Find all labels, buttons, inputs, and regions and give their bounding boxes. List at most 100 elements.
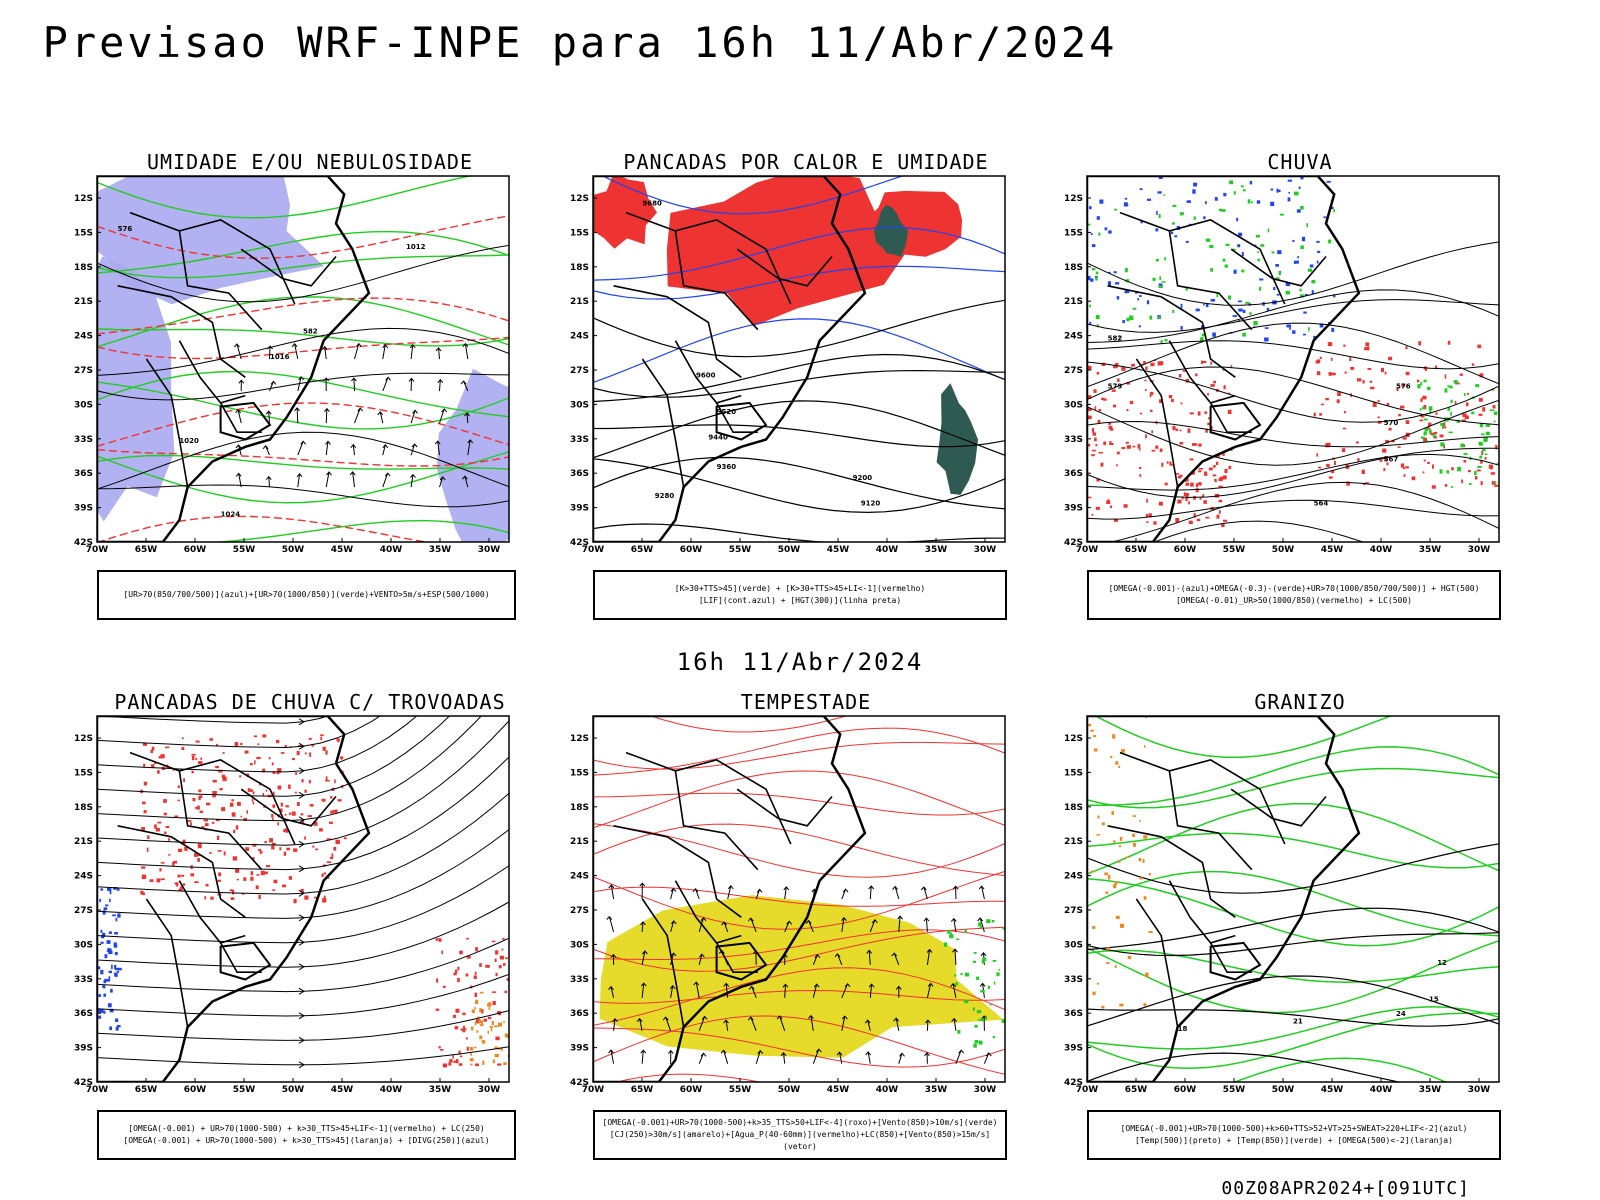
divergence-area	[99, 898, 101, 903]
state-border	[117, 285, 246, 378]
wind-vector	[325, 440, 331, 456]
omega-area	[1096, 216, 1100, 220]
rain-area	[1103, 441, 1107, 446]
lat-tick-label: 30S	[1064, 400, 1083, 410]
omega-strong-area	[1158, 285, 1163, 288]
rain-area	[1219, 510, 1221, 514]
wind850-vector	[924, 1052, 930, 1064]
streamline-lc250	[97, 973, 509, 1017]
omega500-area	[1118, 845, 1121, 848]
omega500-area	[1105, 962, 1110, 964]
thunderstorm-area	[343, 837, 347, 840]
rain-area	[1195, 483, 1199, 488]
omega-area	[1249, 180, 1253, 185]
wind-vector	[354, 407, 364, 424]
wind850-vector	[723, 1019, 729, 1031]
rain-area	[1094, 437, 1097, 442]
rain-area	[1386, 462, 1389, 466]
rain-area	[1139, 447, 1141, 451]
omega-area	[1286, 324, 1291, 328]
thunderstorm-area	[182, 839, 186, 845]
thunderstorm-area	[219, 788, 223, 791]
wind850-vector	[865, 1051, 871, 1064]
wind-vector	[297, 376, 304, 392]
wind-vector	[382, 344, 389, 360]
state-border	[1135, 898, 1179, 1028]
hgt500-contour	[1109, 481, 1499, 542]
thunderstorm-area	[178, 848, 183, 852]
lon-tick-label: 60W	[184, 545, 207, 555]
lon-tick-label: 55W	[233, 545, 256, 555]
stream-arrow	[298, 1036, 305, 1044]
state-border	[145, 358, 189, 488]
omega-strong-area	[1185, 288, 1188, 291]
lat-tick-label: 39S	[570, 504, 589, 514]
rain-area	[1188, 520, 1193, 525]
wind850-strong-area	[955, 982, 958, 986]
rain-area	[1388, 427, 1392, 431]
thunderstorm-area	[272, 817, 274, 821]
rain-area	[1363, 483, 1366, 485]
state-border	[1107, 285, 1236, 378]
omega500-area	[1097, 815, 1100, 819]
omega500-area	[1118, 860, 1121, 863]
divergence-area	[114, 932, 118, 935]
rain-area	[1091, 513, 1094, 516]
lon-tick-label: 45W	[827, 1085, 850, 1095]
omega500-area	[1092, 926, 1096, 929]
humidity-lower-contour	[97, 451, 509, 504]
wind850-vector	[955, 1049, 965, 1064]
thunderstorm-area	[488, 1016, 492, 1020]
thunderstorm-area	[206, 802, 211, 806]
thunderstorm-area	[155, 827, 160, 832]
lon-tick-label: 40W	[380, 545, 403, 555]
wind-vector	[234, 343, 242, 360]
lat-tick-label: 15S	[74, 768, 93, 778]
convection-area	[469, 1047, 474, 1051]
omega500-area	[1113, 840, 1116, 843]
rain-area	[1343, 344, 1346, 347]
rain-area	[1189, 458, 1194, 461]
rain-area	[1315, 360, 1320, 364]
thunderstorm-area	[143, 763, 146, 767]
state-border	[715, 402, 758, 433]
omega-strong-area	[1422, 406, 1425, 410]
thunderstorm-area	[273, 879, 278, 884]
omega-area	[1238, 232, 1243, 237]
wind-vector	[265, 410, 272, 424]
lon-tick-label: 35W	[925, 545, 948, 555]
wind-vector	[467, 439, 474, 456]
omega500-area	[1115, 761, 1119, 765]
rain-area	[1373, 401, 1376, 405]
omega-strong-area	[1429, 429, 1432, 434]
rain-area	[1484, 457, 1487, 460]
rain-area	[1422, 471, 1425, 474]
thunderstorm-area	[300, 888, 304, 893]
stream-arrow	[298, 742, 305, 750]
rain-area	[1218, 485, 1223, 488]
thunderstorm-area	[209, 738, 213, 741]
divergence-area	[108, 976, 111, 980]
omega-strong-area	[1432, 434, 1436, 438]
thunderstorm-area	[150, 749, 153, 754]
thunderstorm-area	[462, 1028, 466, 1033]
omega-strong-area	[1439, 469, 1443, 474]
omega-strong-area	[1475, 384, 1480, 388]
rain-area	[1126, 445, 1131, 449]
wind850-vector	[698, 953, 705, 966]
divergence-area	[117, 887, 120, 891]
omega-area	[1113, 271, 1117, 274]
omega-strong-area	[1493, 482, 1497, 484]
lat-tick-label: 15S	[570, 228, 589, 238]
wind850-vector	[866, 949, 873, 965]
omega-area	[1122, 320, 1125, 324]
rain-area	[1411, 476, 1416, 481]
rain-area	[1095, 506, 1100, 510]
wind-vector	[408, 377, 415, 392]
omega500-area	[1110, 755, 1113, 758]
thunderstorm-area	[198, 796, 201, 801]
rain-area	[1350, 367, 1355, 370]
divergence-area	[103, 1010, 106, 1014]
convective-area	[936, 383, 978, 495]
thunderstorm-area	[442, 1063, 448, 1068]
